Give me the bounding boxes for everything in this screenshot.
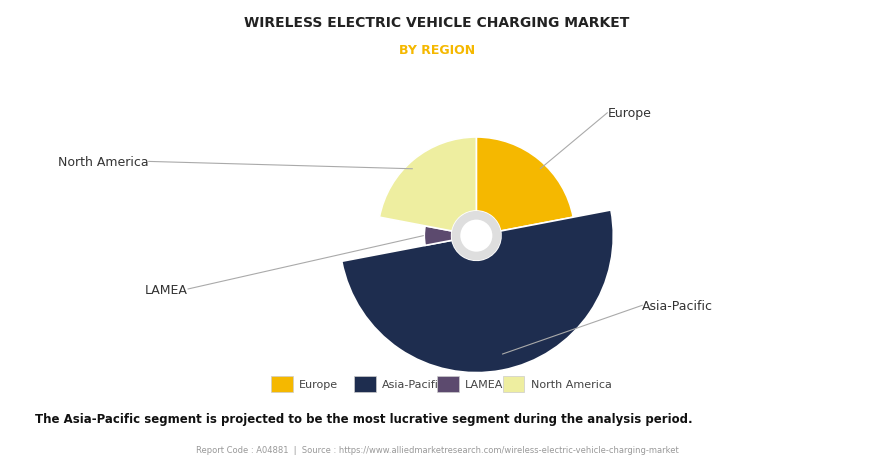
Text: Asia-Pacific: Asia-Pacific	[382, 379, 445, 389]
FancyBboxPatch shape	[354, 376, 376, 392]
Circle shape	[461, 220, 492, 252]
FancyBboxPatch shape	[503, 376, 524, 392]
Text: North America: North America	[58, 156, 149, 169]
Text: Asia-Pacific: Asia-Pacific	[642, 299, 713, 312]
Text: Europe: Europe	[299, 379, 338, 389]
Wedge shape	[476, 138, 573, 232]
Text: LAMEA: LAMEA	[465, 379, 503, 389]
Circle shape	[452, 212, 501, 261]
FancyBboxPatch shape	[271, 376, 293, 392]
Text: Europe: Europe	[607, 107, 651, 120]
Wedge shape	[342, 211, 614, 373]
Text: BY REGION: BY REGION	[399, 44, 475, 57]
Wedge shape	[379, 138, 476, 232]
Text: WIRELESS ELECTRIC VEHICLE CHARGING MARKET: WIRELESS ELECTRIC VEHICLE CHARGING MARKE…	[245, 16, 629, 30]
Text: Report Code : A04881  |  Source : https://www.alliedmarketresearch.com/wireless-: Report Code : A04881 | Source : https://…	[196, 444, 678, 454]
Text: LAMEA: LAMEA	[145, 283, 188, 296]
FancyBboxPatch shape	[437, 376, 459, 392]
Wedge shape	[424, 226, 452, 246]
Text: North America: North America	[531, 379, 612, 389]
Text: The Asia-Pacific segment is projected to be the most lucrative segment during th: The Asia-Pacific segment is projected to…	[35, 412, 692, 425]
